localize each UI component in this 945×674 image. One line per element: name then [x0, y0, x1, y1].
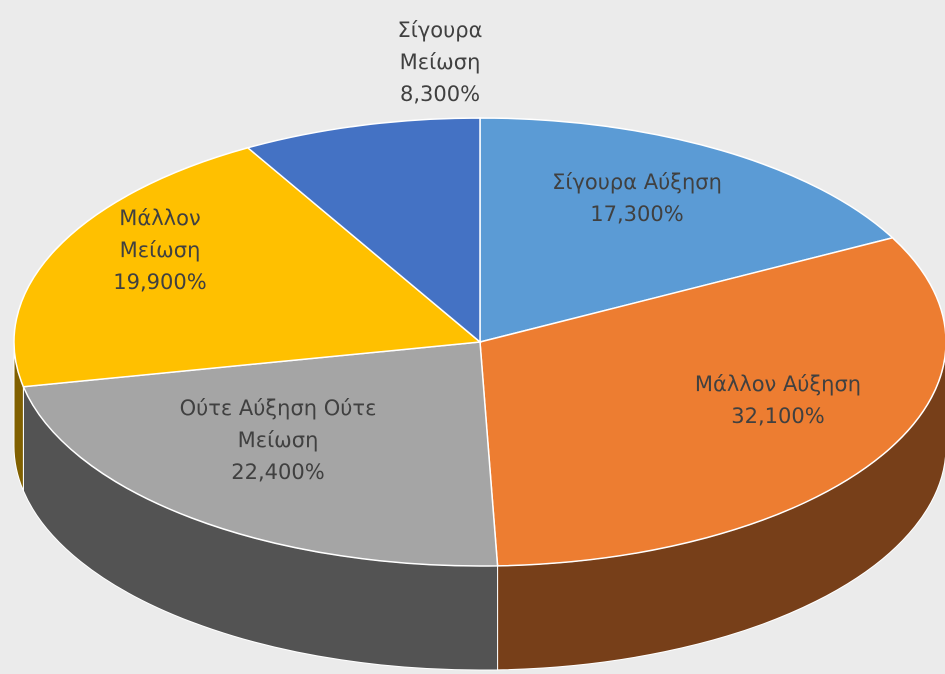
value-label: 22,400%	[231, 460, 325, 484]
slice	[13, 146, 482, 388]
category-label: Ούτε Αύξηση Ούτε Μείωση	[179, 396, 377, 452]
value-label: 19,900%	[113, 270, 207, 294]
slice	[479, 236, 945, 567]
slice	[246, 117, 481, 344]
value-label: 17,300%	[590, 202, 684, 226]
data-label: Σίγουρα Μείωση 8,300%	[370, 14, 510, 110]
data-label: Μάλλον Αύξηση 32,100%	[648, 368, 908, 432]
data-label: Σίγουρα Αύξηση 17,300%	[507, 166, 767, 230]
category-label: Σίγουρα Μείωση	[397, 18, 483, 74]
category-label: Μάλλον Μείωση	[119, 206, 201, 262]
data-label: Μάλλον Μείωση 19,900%	[90, 202, 230, 298]
value-label: 32,100%	[731, 404, 825, 428]
category-label: Σίγουρα Αύξηση	[552, 170, 722, 194]
slice	[22, 341, 499, 567]
category-label: Μάλλον Αύξηση	[694, 372, 862, 396]
value-label: 8,300%	[399, 82, 481, 106]
data-label: Ούτε Αύξηση Ούτε Μείωση 22,400%	[178, 392, 378, 488]
slice	[479, 117, 895, 343]
